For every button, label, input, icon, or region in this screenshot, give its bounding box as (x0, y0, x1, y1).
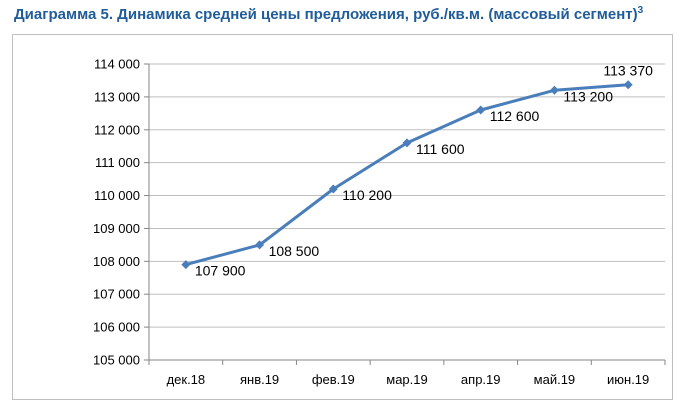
x-tick-label: май.19 (534, 372, 576, 387)
series-line (185, 83, 629, 267)
data-label: 110 200 (342, 187, 392, 203)
data-label: 113 200 (563, 88, 613, 104)
x-tick-label: янв.19 (240, 372, 279, 387)
x-tick-label: апр.19 (461, 372, 501, 387)
x-tick-label: июн.19 (607, 372, 649, 387)
x-tick-label: фев.19 (312, 372, 355, 387)
y-tick-label: 106 000 (93, 320, 140, 335)
y-tick-label: 111 000 (95, 155, 140, 170)
chart-title-text: Диаграмма 5. Динамика средней цены предл… (14, 6, 638, 23)
data-label: 107 900 (195, 263, 246, 279)
data-point-marker (402, 138, 412, 148)
y-tick-label: 105 000 (93, 353, 140, 368)
y-tick-label: 113 000 (94, 89, 140, 104)
y-tick-label: 107 000 (93, 287, 140, 302)
data-label: 108 500 (269, 243, 320, 259)
data-point-marker (328, 184, 338, 194)
data-label: 113 370 (603, 63, 653, 79)
y-tick-label: 114 000 (94, 57, 140, 72)
data-point-marker (623, 80, 633, 90)
x-tick-label: дек.18 (167, 372, 206, 387)
data-label: 112 600 (490, 108, 540, 124)
chart-frame: 105 000 106 000 107 000 108 000 109 000 110 0… (12, 34, 673, 400)
y-tick-label: 109 000 (93, 221, 140, 236)
data-point-marker (549, 85, 559, 95)
line-chart: 105 000 106 000 107 000 108 000 109 000 110 0… (93, 57, 666, 387)
y-tick-label: 110 000 (94, 188, 140, 203)
data-point-marker (476, 105, 486, 115)
footnote-marker: 3 (637, 5, 644, 16)
chart-title: Диаграмма 5. Динамика средней цены предл… (14, 5, 643, 23)
data-point-marker (181, 260, 191, 270)
y-tick-label: 108 000 (93, 254, 140, 269)
x-tick-label: мар.19 (386, 372, 427, 387)
y-tick-label: 112 000 (94, 122, 140, 137)
data-label: 111 600 (416, 141, 465, 157)
